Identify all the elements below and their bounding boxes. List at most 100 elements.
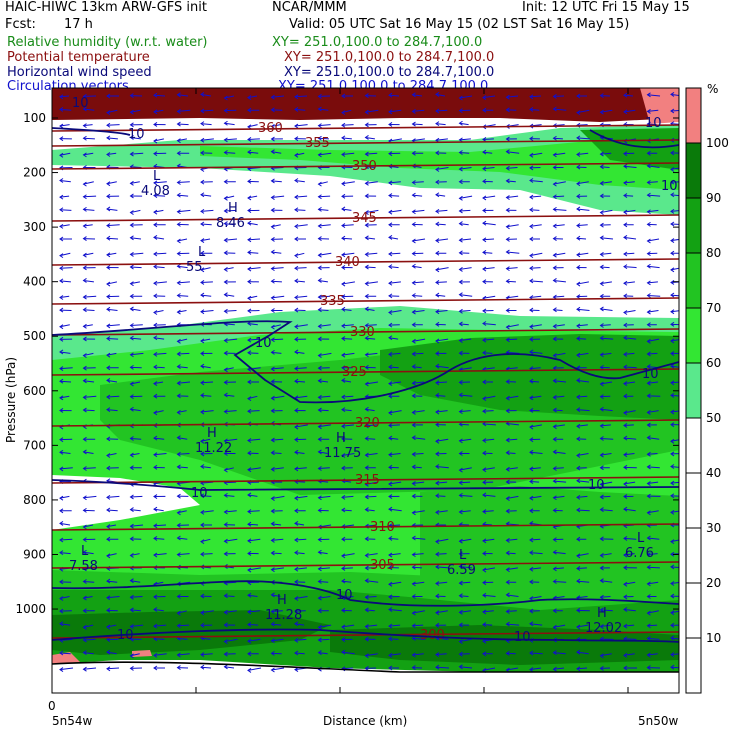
wind-vector-head <box>458 622 463 628</box>
wind-vector <box>600 337 614 340</box>
wind-vector <box>529 267 541 269</box>
wind-vector-head <box>364 481 369 487</box>
y-tick-label: 300 <box>23 220 46 234</box>
wind-vector-head <box>646 338 651 344</box>
wind-vector-head <box>223 120 228 126</box>
wind-vector <box>412 138 425 142</box>
wind-vector <box>506 538 518 541</box>
wind-vector-head <box>505 266 510 272</box>
wind-vector <box>341 152 355 155</box>
colorbar-label: 40 <box>706 466 721 480</box>
wind-vector <box>670 466 679 468</box>
wind-vector-head <box>388 351 393 357</box>
wind-vector <box>506 594 519 597</box>
wind-vector-head <box>458 438 463 444</box>
wind-vector-head <box>646 221 651 227</box>
theta-contour-label: 320 <box>355 416 380 431</box>
wind-vector-head <box>435 338 440 344</box>
wind-vector <box>106 495 120 498</box>
wind-vector-head <box>482 538 487 544</box>
wind-vector <box>153 537 165 540</box>
wind-vector <box>153 453 167 456</box>
wind-vector-head <box>341 122 346 128</box>
wind-vector-head <box>270 249 275 255</box>
wind-vector <box>294 180 305 183</box>
wind-vector-head <box>176 309 181 315</box>
wind-vector <box>247 610 260 613</box>
wind-vector <box>200 466 211 469</box>
wind-vector <box>647 481 659 485</box>
wind-vector-head <box>82 206 87 212</box>
wind-vector-head <box>599 494 604 500</box>
wind-vector-head <box>435 464 440 469</box>
wind-vector-head <box>341 365 346 371</box>
wind-vector <box>482 251 493 254</box>
wind-vector-head <box>270 592 275 598</box>
wind-vector <box>177 310 187 313</box>
theta-contour-label: 335 <box>320 294 345 309</box>
wind-vector-head <box>505 224 510 230</box>
field-name-rh: Relative humidity (w.r.t. water) <box>7 35 208 50</box>
wind-vector-head <box>270 650 275 656</box>
wind-vector <box>247 510 260 513</box>
wind-vector <box>130 437 142 440</box>
wind-vector-head <box>129 135 134 140</box>
wind-vector-head <box>341 281 346 287</box>
wind-vector <box>600 495 611 498</box>
wind-vector-head <box>599 594 604 600</box>
wind-vector <box>271 538 284 541</box>
wind-speed-label: 10 <box>117 628 134 643</box>
wind-vector-head <box>364 335 369 341</box>
wind-vector <box>412 123 423 126</box>
wind-vector-head <box>482 580 487 586</box>
wind-vector-head <box>341 566 346 571</box>
wind-vector <box>435 209 448 212</box>
wind-vector-head <box>576 607 581 613</box>
wind-vector-head <box>176 535 181 541</box>
wind-vector-head <box>270 324 275 330</box>
wind-vector-head <box>153 322 158 328</box>
wind-vector <box>59 667 74 671</box>
wind-vector <box>623 537 637 540</box>
wind-vector-head <box>599 151 604 157</box>
wind-vector-head <box>294 596 299 601</box>
wind-vector <box>177 138 187 142</box>
wind-vector-head <box>223 308 228 314</box>
wind-vector-head <box>270 337 275 343</box>
wind-vector-head <box>411 635 416 641</box>
wind-vector-head <box>435 351 440 356</box>
wind-vector <box>553 551 566 555</box>
extremum-type: H <box>228 201 238 216</box>
wind-vector <box>106 453 117 456</box>
wind-vector-head <box>223 250 228 256</box>
wind-vector <box>529 324 542 328</box>
wind-vector-head <box>623 607 628 612</box>
wind-vector <box>59 351 71 354</box>
wind-vector-head <box>552 466 557 471</box>
wind-vector-head <box>388 209 393 215</box>
wind-vector-head <box>176 522 181 528</box>
wind-vector-head <box>176 251 181 257</box>
wind-vector <box>247 395 258 400</box>
wind-vector-head <box>294 123 299 129</box>
wind-vector-head <box>176 464 181 470</box>
wind-vector-head <box>552 378 557 384</box>
wind-vector-head <box>270 638 275 644</box>
wind-vector-head <box>129 235 134 241</box>
wind-vector-head <box>294 265 299 271</box>
wind-vector-head <box>576 164 581 170</box>
wind-vector <box>365 653 378 657</box>
wind-vector <box>647 453 658 455</box>
wind-vector-head <box>200 664 205 670</box>
wind-vector-head <box>552 336 557 342</box>
wind-vector <box>459 238 472 241</box>
wind-vector <box>576 181 589 185</box>
wind-vector-head <box>82 624 87 630</box>
wind-vector <box>553 624 566 628</box>
wind-vector <box>576 338 587 340</box>
wind-vector-head <box>82 323 87 329</box>
wind-vector-head <box>670 509 675 515</box>
wind-vector-head <box>364 406 369 412</box>
wind-vector-head <box>458 651 463 657</box>
